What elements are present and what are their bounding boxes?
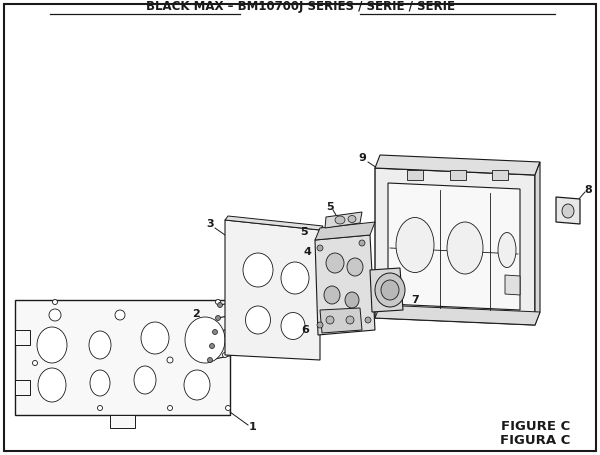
Text: 4: 4 <box>303 247 311 257</box>
Ellipse shape <box>215 299 221 304</box>
Ellipse shape <box>212 329 218 334</box>
Polygon shape <box>370 268 403 312</box>
Polygon shape <box>225 220 320 360</box>
Polygon shape <box>492 170 508 180</box>
Ellipse shape <box>209 344 215 349</box>
Ellipse shape <box>167 357 173 363</box>
Polygon shape <box>375 305 540 325</box>
Polygon shape <box>320 308 362 333</box>
Text: 2: 2 <box>192 309 200 319</box>
Text: 5: 5 <box>326 202 334 212</box>
Ellipse shape <box>134 366 156 394</box>
Ellipse shape <box>562 204 574 218</box>
Ellipse shape <box>348 216 356 222</box>
Ellipse shape <box>317 245 323 251</box>
Ellipse shape <box>345 292 359 308</box>
Ellipse shape <box>317 322 323 328</box>
Ellipse shape <box>324 286 340 304</box>
Ellipse shape <box>90 370 110 396</box>
Ellipse shape <box>89 331 111 359</box>
Text: FIGURA C: FIGURA C <box>500 434 570 447</box>
Text: 9: 9 <box>358 153 366 163</box>
Ellipse shape <box>243 253 273 287</box>
Ellipse shape <box>381 280 399 300</box>
Ellipse shape <box>281 262 309 294</box>
Ellipse shape <box>215 315 221 320</box>
Ellipse shape <box>97 405 103 410</box>
Text: FIGURE C: FIGURE C <box>501 420 570 433</box>
Text: 6: 6 <box>301 325 309 335</box>
Polygon shape <box>315 235 375 335</box>
Polygon shape <box>505 275 520 295</box>
Polygon shape <box>15 300 230 415</box>
Ellipse shape <box>335 216 345 224</box>
Ellipse shape <box>281 313 305 339</box>
Ellipse shape <box>498 233 516 268</box>
Polygon shape <box>15 380 30 395</box>
Ellipse shape <box>245 306 271 334</box>
Ellipse shape <box>53 299 58 304</box>
Ellipse shape <box>32 360 37 365</box>
Polygon shape <box>407 170 423 180</box>
Ellipse shape <box>365 317 371 323</box>
Polygon shape <box>15 330 30 345</box>
Ellipse shape <box>38 368 66 402</box>
Text: BLACK MAX – BM10700J SERIES / SÉRIE / SERIE: BLACK MAX – BM10700J SERIES / SÉRIE / SE… <box>146 0 455 13</box>
Ellipse shape <box>49 309 61 321</box>
Polygon shape <box>450 170 466 180</box>
Ellipse shape <box>115 310 125 320</box>
Ellipse shape <box>326 253 344 273</box>
Polygon shape <box>375 168 535 325</box>
Ellipse shape <box>167 405 173 410</box>
Ellipse shape <box>218 303 223 308</box>
Ellipse shape <box>346 316 354 324</box>
Ellipse shape <box>359 240 365 246</box>
Text: 8: 8 <box>584 185 592 195</box>
Polygon shape <box>375 155 540 175</box>
Ellipse shape <box>375 273 405 307</box>
Ellipse shape <box>396 217 434 273</box>
Ellipse shape <box>347 258 363 276</box>
Polygon shape <box>110 415 135 428</box>
Text: 3: 3 <box>206 219 214 229</box>
Polygon shape <box>556 197 580 224</box>
Ellipse shape <box>185 317 225 363</box>
Polygon shape <box>315 222 375 240</box>
Ellipse shape <box>37 327 67 363</box>
Ellipse shape <box>223 353 227 358</box>
Polygon shape <box>535 162 540 325</box>
Text: 7: 7 <box>411 295 419 305</box>
Polygon shape <box>388 183 520 310</box>
Ellipse shape <box>184 370 210 400</box>
Ellipse shape <box>447 222 483 274</box>
Polygon shape <box>225 216 323 230</box>
Polygon shape <box>325 212 362 228</box>
Ellipse shape <box>208 358 212 363</box>
Ellipse shape <box>226 405 230 410</box>
Ellipse shape <box>141 322 169 354</box>
Text: 1: 1 <box>249 422 257 432</box>
Text: 5: 5 <box>300 227 308 237</box>
Ellipse shape <box>326 316 334 324</box>
